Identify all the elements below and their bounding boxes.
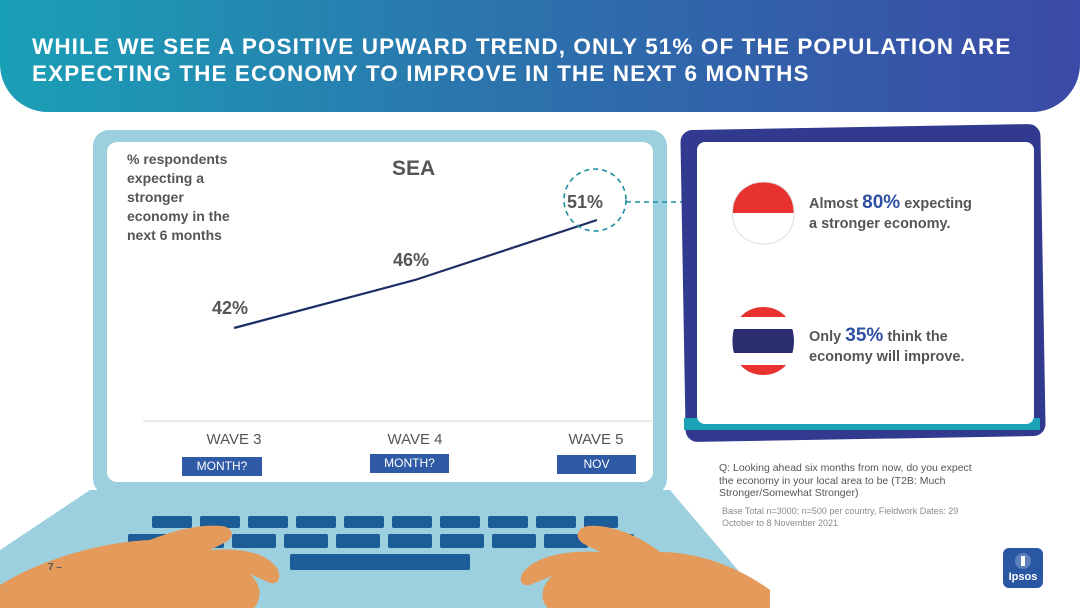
data-label-wave-3: 42% <box>212 298 249 318</box>
series-line <box>233 218 598 330</box>
callout-indonesia-post-1: expecting <box>900 196 972 212</box>
callout-thailand-post-1: think the <box>883 329 948 345</box>
callout-thailand-pre: Only <box>809 329 846 345</box>
callout-indonesia-post-2: a stronger economy. <box>809 216 951 232</box>
callout-thailand-post-2: economy will improve. <box>809 349 965 365</box>
wave-5-month-badge: NOV <box>557 455 636 474</box>
callout-indonesia-pre: Almost <box>809 196 863 212</box>
callout-thailand: Only 35% think the economy will improve. <box>809 326 965 367</box>
laptop-illustration <box>0 490 770 608</box>
ipsos-logo: Ipsos <box>1003 548 1043 588</box>
x-tick-wave-4: WAVE 4 <box>387 431 443 448</box>
left-hand-illustration <box>0 525 280 608</box>
y-axis-label: % respondents expecting a stronger econo… <box>127 151 230 243</box>
survey-question: Q: Looking ahead six months from now, do… <box>719 462 972 499</box>
wave-4-month-badge: MONTH? <box>370 454 449 473</box>
data-label-wave-5: 51% <box>567 192 604 212</box>
callout-thailand-value: 35% <box>845 325 884 346</box>
header-banner: WHILE WE SEE A POSITIVE UPWARD TREND, ON… <box>0 0 1080 112</box>
data-label-wave-4: 46% <box>393 250 430 270</box>
page-title: WHILE WE SEE A POSITIVE UPWARD TREND, ON… <box>32 34 1012 86</box>
callout-indonesia-value: 80% <box>862 192 901 213</box>
base-note: Base Total n=3000; n=500 per country, Fi… <box>722 506 959 528</box>
wave-3-month-badge: MONTH? <box>182 457 262 476</box>
right-hand-illustration <box>520 525 770 608</box>
thailand-flag-icon <box>732 307 794 375</box>
page-number: 7 – <box>48 562 62 573</box>
callout-indonesia: Almost 80% expecting a stronger economy. <box>809 193 972 234</box>
x-tick-wave-5: WAVE 5 <box>568 431 624 448</box>
ipsos-logo-mark <box>1015 553 1031 569</box>
ipsos-logo-text: Ipsos <box>1008 571 1038 583</box>
indonesia-flag-icon <box>732 181 795 245</box>
x-tick-wave-3: WAVE 3 <box>206 431 262 448</box>
laptop-screen <box>107 142 653 482</box>
chart-title: SEA <box>392 157 436 180</box>
highlight-circle <box>563 168 627 232</box>
